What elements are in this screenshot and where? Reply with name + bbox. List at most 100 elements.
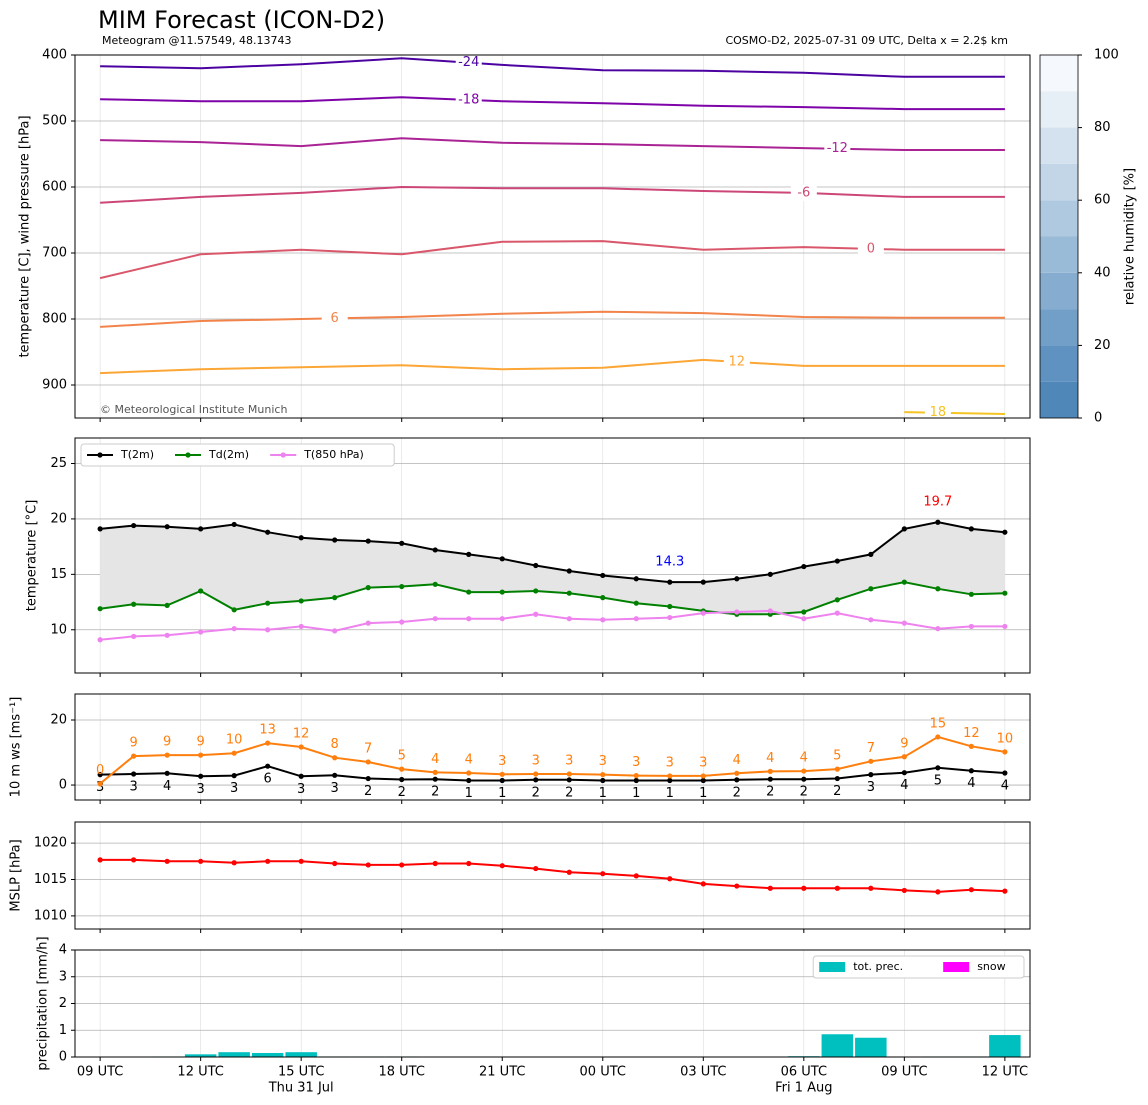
point — [633, 576, 639, 582]
point — [365, 620, 371, 626]
subtitle: Meteogram @11.57549, 48.13743 — [102, 34, 292, 47]
point — [164, 770, 170, 776]
point — [901, 754, 907, 760]
line — [100, 858, 1005, 893]
point — [131, 753, 137, 759]
legend-box — [812, 955, 1025, 979]
point — [533, 588, 539, 594]
point — [968, 526, 974, 532]
point — [131, 522, 137, 529]
value-label: 6 — [264, 772, 272, 787]
x-tick-label: 12 UTC — [177, 1065, 223, 1080]
point — [499, 863, 505, 869]
point — [566, 777, 572, 783]
bar — [285, 1052, 317, 1057]
point — [1002, 590, 1008, 596]
point — [767, 571, 773, 577]
point — [332, 628, 338, 634]
value-label: 2 — [431, 785, 439, 800]
point — [164, 602, 170, 608]
point — [432, 860, 438, 867]
point — [633, 616, 639, 622]
value-label: 5 — [833, 749, 841, 764]
y-axis-label: precipitation [mm/h] — [36, 936, 51, 1070]
isotherm — [99, 240, 1005, 280]
point — [466, 770, 472, 776]
point — [667, 603, 673, 610]
point — [332, 755, 338, 761]
point — [332, 860, 338, 867]
point — [198, 858, 204, 864]
point — [399, 619, 405, 625]
value-label: 4 — [800, 751, 808, 766]
isotherm-label-bg — [924, 404, 951, 418]
x-tick-label: 15 UTC — [278, 1065, 324, 1080]
point — [198, 752, 204, 758]
isotherm-label-bg — [455, 55, 482, 71]
y-axis-label: 10 m ws [ms⁻¹] — [9, 697, 24, 798]
value-label: 3 — [666, 755, 674, 770]
value-label: 3 — [867, 780, 875, 795]
colorbar-band — [1040, 163, 1078, 201]
point — [834, 885, 840, 891]
point — [600, 777, 606, 784]
plot-area: 19.7 14.3 — [75, 438, 1030, 673]
isotherm — [100, 185, 1005, 204]
point — [499, 589, 505, 595]
point — [1002, 770, 1008, 776]
plot-frame — [74, 949, 1031, 1058]
point — [566, 590, 572, 596]
point — [968, 591, 974, 597]
isotherm-label: 0 — [867, 241, 875, 256]
chart-title: MIM Forecast (ICON-D2) — [98, 6, 385, 34]
value-label: 15 — [930, 716, 947, 731]
value-label: 2 — [364, 784, 372, 799]
point — [298, 535, 304, 541]
point — [667, 773, 673, 779]
point — [97, 606, 103, 612]
colorbar-label: relative humidity [%] — [1123, 168, 1138, 305]
value-label: 10 — [226, 733, 243, 748]
value-label: 0 — [96, 763, 104, 778]
colorbar-band — [1040, 200, 1078, 237]
bar — [251, 1052, 284, 1057]
point — [600, 617, 606, 623]
point — [332, 595, 338, 601]
y-tick-label: 20 — [50, 511, 67, 526]
value-label: 1 — [666, 786, 674, 801]
value-label: 9 — [900, 736, 908, 751]
point — [332, 772, 338, 778]
plot-frame — [74, 693, 1031, 801]
isotherm — [100, 310, 1005, 328]
point — [298, 598, 304, 604]
value-label: 3 — [565, 753, 573, 768]
isotherm — [100, 96, 1005, 111]
point — [97, 772, 103, 778]
y-tick-label: 3 — [59, 969, 67, 984]
point — [432, 616, 438, 622]
x-tick-label: 00 UTC — [580, 1065, 626, 1080]
y-axis-label: temperature [C], wind pressure [hPa] — [18, 115, 33, 357]
point — [365, 538, 371, 544]
point — [399, 583, 405, 590]
plot-frame — [74, 437, 1031, 674]
point — [533, 865, 539, 872]
value-label: 2 — [766, 785, 774, 800]
point — [265, 627, 271, 633]
point — [667, 579, 673, 585]
point — [499, 556, 505, 562]
point — [265, 740, 271, 746]
value-label: 3 — [230, 781, 238, 796]
annotation: 14.3 — [655, 555, 684, 570]
value-label: 4 — [1001, 779, 1009, 794]
point — [533, 562, 539, 569]
point — [164, 524, 170, 530]
point — [231, 773, 237, 779]
point — [935, 889, 941, 895]
point — [901, 770, 907, 776]
point — [97, 781, 103, 787]
point — [667, 777, 673, 784]
colorbar-tick-label: 0 — [1094, 411, 1102, 426]
isotherm-label-bg — [824, 140, 851, 157]
y-tick-label: 10 — [50, 622, 67, 637]
